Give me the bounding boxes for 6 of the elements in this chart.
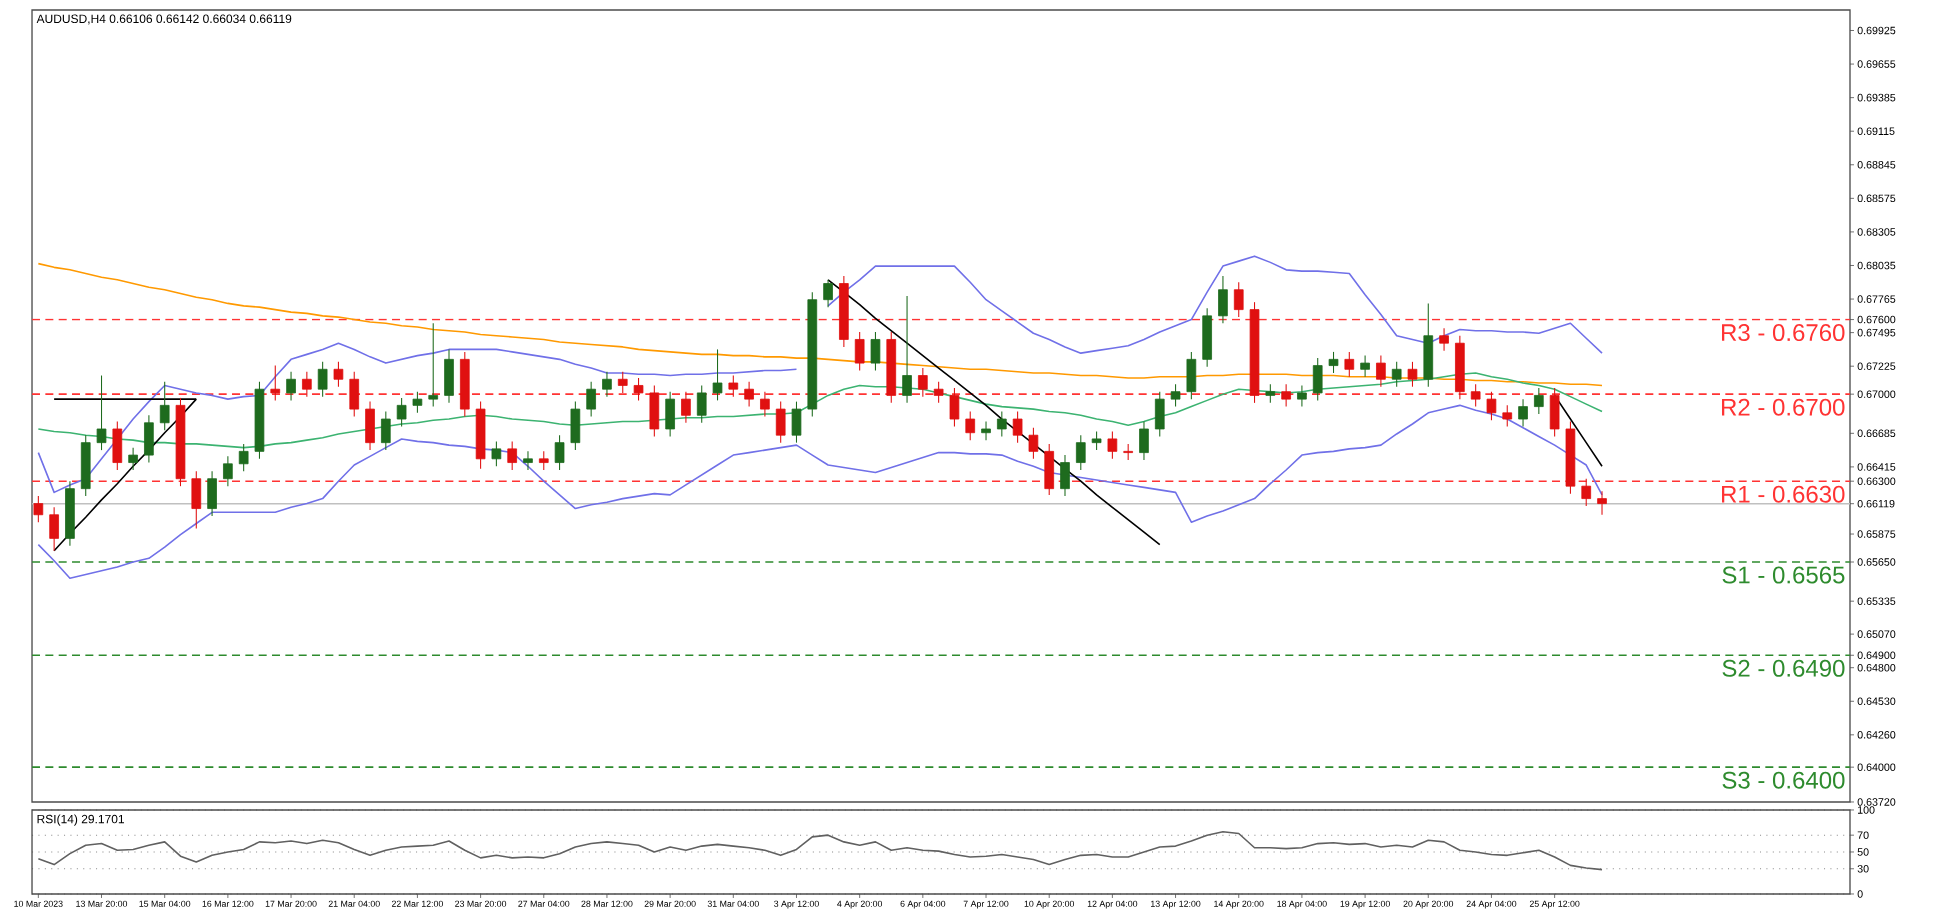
ref-line-label: S1 - 0.6565 [1722, 566, 1845, 584]
ref-line-label: R3 - 0.6760 [1722, 324, 1845, 342]
ref-line-label: R2 - 0.6700 [1722, 398, 1845, 416]
ref-line-label: R1 - 0.6630 [1722, 485, 1845, 503]
ref-line-label: S3 - 0.6400 [1722, 771, 1845, 789]
ref-line-label: S2 - 0.6490 [1722, 659, 1845, 677]
